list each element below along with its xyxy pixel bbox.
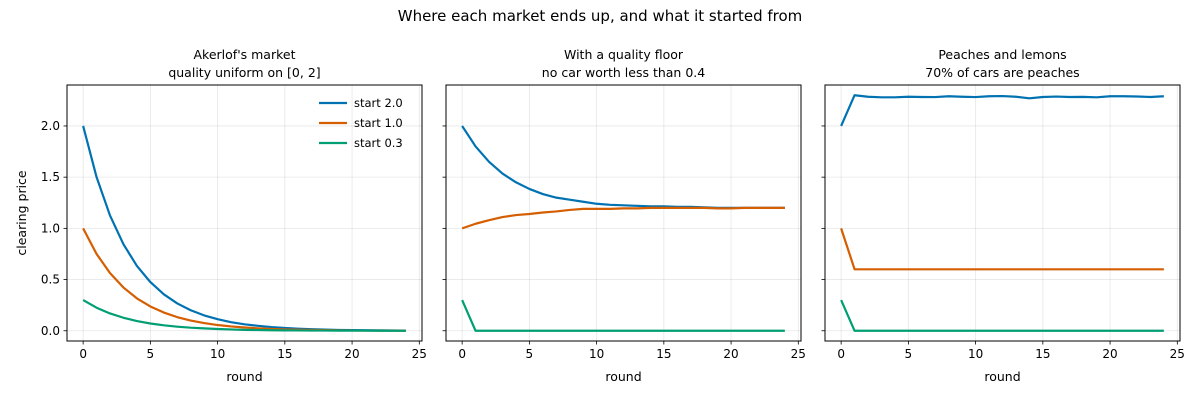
panel-2: With a quality floor no car worth less th…	[442, 47, 806, 384]
x-tick-label: 0	[458, 347, 466, 361]
panel-title: With a quality floor	[564, 47, 684, 62]
plot-area	[445, 84, 802, 342]
x-tick-label: 25	[412, 347, 427, 361]
legend-label: start 2.0	[354, 96, 403, 110]
x-tick-label: 10	[968, 347, 983, 361]
x-tick-label: 25	[1170, 347, 1185, 361]
panel-subtitle: no car worth less than 0.4	[542, 65, 705, 80]
series-line-2	[461, 206, 785, 230]
panel-3: Peaches and lemons 70% of cars are peache…	[821, 47, 1185, 384]
series-line-3	[82, 299, 406, 332]
panel-title: Akerlof's market	[194, 47, 296, 62]
legend-label: start 0.3	[354, 136, 403, 150]
x-tick-label: 5	[526, 347, 534, 361]
y-tick-label: 2.0	[41, 119, 60, 133]
series-line-2	[840, 228, 1164, 271]
x-tick-label: 0	[79, 347, 87, 361]
x-axis-label: round	[984, 369, 1020, 384]
series-line-1	[461, 125, 785, 209]
plot-area	[66, 84, 423, 342]
x-tick-label: 10	[210, 347, 225, 361]
x-tick-label: 20	[1102, 347, 1117, 361]
y-tick-label: 0.0	[41, 324, 60, 338]
x-tick-label: 15	[277, 347, 292, 361]
y-axis-label: clearing price	[14, 170, 29, 256]
series-line-1	[840, 94, 1164, 127]
plot-area	[824, 84, 1181, 342]
panel-subtitle: 70% of cars are peaches	[925, 65, 1079, 80]
x-tick-label: 25	[791, 347, 806, 361]
x-axis-label: round	[605, 369, 641, 384]
x-tick-label: 5	[905, 347, 913, 361]
x-tick-label: 20	[723, 347, 738, 361]
x-tick-label: 15	[1035, 347, 1050, 361]
x-tick-label: 10	[589, 347, 604, 361]
panel-1: Akerlof's market quality uniform on [0, 2…	[14, 47, 427, 384]
x-tick-label: 0	[837, 347, 845, 361]
x-tick-label: 5	[147, 347, 155, 361]
series-line-3	[840, 299, 1164, 332]
panel-title: Peaches and lemons	[938, 47, 1066, 62]
x-axis-label: round	[226, 369, 262, 384]
legend: start 2.0 start 1.0 start 0.3	[319, 96, 403, 150]
series-line-3	[461, 299, 785, 332]
figure-title: Where each market ends up, and what it s…	[398, 7, 803, 25]
y-tick-label: 1.0	[41, 221, 60, 235]
y-tick-label: 0.5	[41, 273, 60, 287]
panel-subtitle: quality uniform on [0, 2]	[168, 65, 320, 80]
y-tick-label: 1.5	[41, 170, 60, 184]
x-tick-label: 20	[344, 347, 359, 361]
legend-label: start 1.0	[354, 116, 403, 130]
x-tick-label: 15	[656, 347, 671, 361]
panels: Akerlof's market quality uniform on [0, 2…	[14, 47, 1185, 384]
